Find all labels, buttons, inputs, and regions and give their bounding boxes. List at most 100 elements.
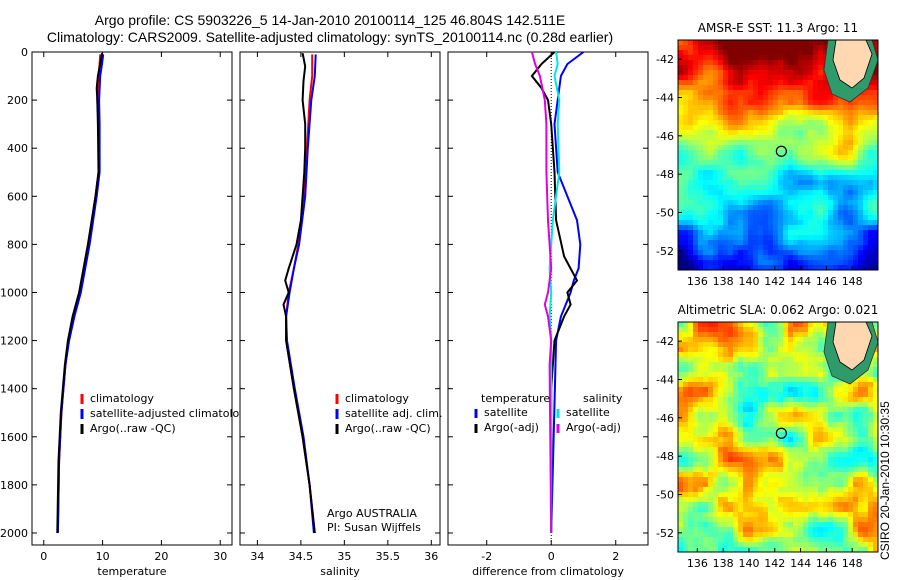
map-cell — [718, 452, 724, 458]
map-cell — [683, 85, 689, 91]
map-cell — [843, 165, 849, 171]
map-cell — [833, 477, 839, 483]
map-cell — [853, 407, 859, 413]
map-cell — [733, 352, 739, 358]
map-cell — [818, 125, 824, 131]
map-cell — [688, 357, 694, 363]
map-cell — [753, 60, 759, 66]
map-cell — [753, 452, 759, 458]
map-cell — [813, 407, 819, 413]
map-cell — [833, 402, 839, 408]
map-cell — [788, 220, 794, 226]
map-cell — [833, 522, 839, 528]
map-cell — [698, 492, 704, 498]
map-cell — [838, 240, 844, 246]
map-cell — [788, 467, 794, 473]
map-cell — [773, 75, 779, 81]
map-cell — [703, 160, 709, 166]
map-cell — [703, 352, 709, 358]
map-cell — [833, 125, 839, 131]
map-cell — [718, 402, 724, 408]
map-cell — [848, 100, 854, 106]
map-cell — [753, 255, 759, 261]
map-cell — [698, 512, 704, 518]
map-cell — [773, 255, 779, 261]
map-cell — [768, 477, 774, 483]
map-cell — [703, 397, 709, 403]
map-cell — [773, 517, 779, 523]
map-cell — [823, 175, 829, 181]
map-cell — [818, 477, 824, 483]
map-cell — [698, 165, 704, 171]
map-cell — [828, 512, 834, 518]
map-cell — [733, 70, 739, 76]
map-cell — [693, 332, 699, 338]
map-cell — [783, 95, 789, 101]
map-cell — [758, 402, 764, 408]
map-cell — [863, 522, 869, 528]
map-cell — [813, 362, 819, 368]
map-cell — [808, 412, 814, 418]
map-cell — [688, 180, 694, 186]
map-cell — [708, 145, 714, 151]
map-cell — [818, 205, 824, 211]
map-cell — [758, 90, 764, 96]
map-cell — [708, 367, 714, 373]
map-cell — [718, 477, 724, 483]
map-cell — [788, 532, 794, 538]
map-cell — [853, 452, 859, 458]
map-cell — [748, 205, 754, 211]
map-cell — [723, 397, 729, 403]
map-cell — [698, 517, 704, 523]
map-cell — [773, 215, 779, 221]
map-cell — [738, 512, 744, 518]
map-cell — [763, 150, 769, 156]
map-cell — [768, 125, 774, 131]
map-cell — [773, 397, 779, 403]
map-cell — [843, 462, 849, 468]
map-cell — [743, 482, 749, 488]
map-cell — [763, 542, 769, 548]
map-cell — [753, 125, 759, 131]
map-cell — [828, 387, 834, 393]
map-cell — [778, 160, 784, 166]
map-cell — [698, 220, 704, 226]
map-cell — [713, 542, 719, 548]
map-cell — [743, 115, 749, 121]
map-cell — [708, 75, 714, 81]
map-cell — [708, 50, 714, 56]
map-cell — [793, 547, 799, 553]
map-cell — [753, 397, 759, 403]
map-cell — [813, 225, 819, 231]
map-cell — [738, 397, 744, 403]
map-cell — [773, 367, 779, 373]
map-cell — [723, 427, 729, 433]
map-cell — [873, 517, 879, 523]
map-cell — [723, 120, 729, 126]
map-cell — [728, 55, 734, 61]
map-cell — [803, 115, 809, 121]
map-cell — [793, 407, 799, 413]
map-cell — [873, 362, 879, 368]
map-cell — [853, 265, 859, 271]
map-cell — [683, 250, 689, 256]
y-tick-label: -42 — [656, 53, 674, 66]
map-cell — [763, 462, 769, 468]
map-cell — [808, 367, 814, 373]
map-cell — [868, 547, 874, 553]
map-cell — [853, 477, 859, 483]
map-cell — [858, 402, 864, 408]
map-cell — [848, 512, 854, 518]
map-cell — [683, 377, 689, 383]
map-cell — [788, 50, 794, 56]
map-cell — [818, 160, 824, 166]
map-cell — [718, 175, 724, 181]
map-cell — [793, 265, 799, 271]
map-cell — [833, 225, 839, 231]
map-cell — [753, 372, 759, 378]
map-cell — [698, 250, 704, 256]
map-cell — [723, 487, 729, 493]
map-cell — [788, 357, 794, 363]
map-cell — [818, 150, 824, 156]
map-cell — [758, 517, 764, 523]
